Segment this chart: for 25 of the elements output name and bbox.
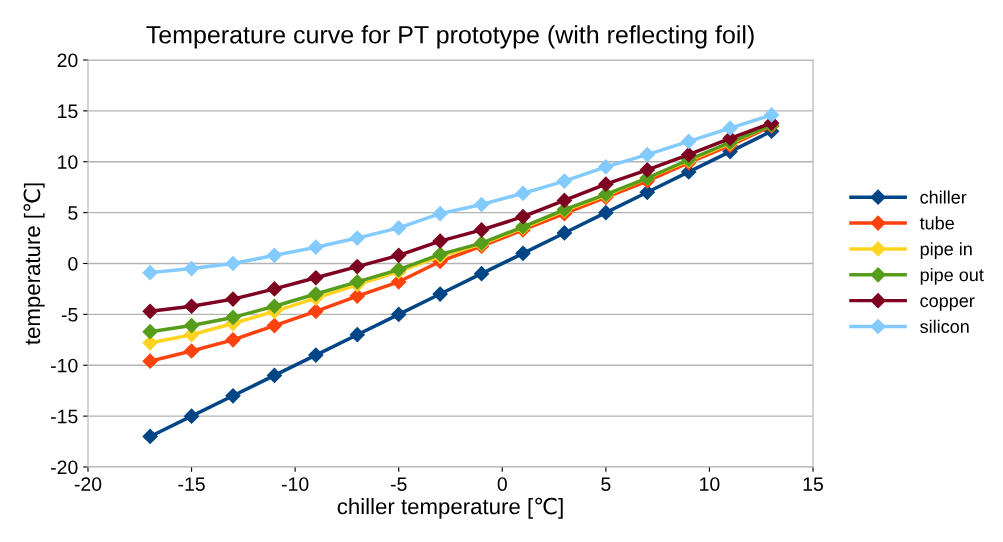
y-axis-title: temperature [℃]	[23, 183, 45, 345]
x-tick-label: -10	[281, 477, 309, 491]
y-tick-label: 20	[57, 53, 78, 68]
x-tick-label: 0	[497, 477, 507, 491]
chart-title: Temperature curve for PT prototype (with reflecting foil)	[146, 25, 754, 49]
x-tick-label: -15	[178, 477, 205, 491]
y-tick-label: 10	[58, 155, 78, 169]
x-tick-label: 5	[601, 477, 611, 491]
legend-label: pipe out	[920, 268, 984, 285]
y-tick-label: -15	[51, 409, 78, 424]
y-tick-label: -10	[51, 358, 78, 373]
y-tick-label: -20	[51, 460, 78, 475]
y-tick-label: 0	[68, 256, 78, 271]
y-tick-label: 15	[58, 104, 78, 119]
x-tick-label: 10	[700, 477, 720, 491]
legend-label: silicon	[920, 319, 969, 333]
y-tick-label: 5	[68, 206, 78, 220]
y-tick-label: -5	[61, 308, 78, 322]
legend-label: tube	[919, 216, 954, 230]
legend-label: copper	[920, 297, 975, 311]
legend-label: chiller	[920, 190, 967, 204]
x-axis-title: chiller temperature [℃]	[337, 497, 563, 519]
legend-label: pipe in	[920, 242, 972, 259]
x-tick-label: -5	[390, 477, 407, 491]
x-tick-label: 15	[803, 477, 823, 491]
